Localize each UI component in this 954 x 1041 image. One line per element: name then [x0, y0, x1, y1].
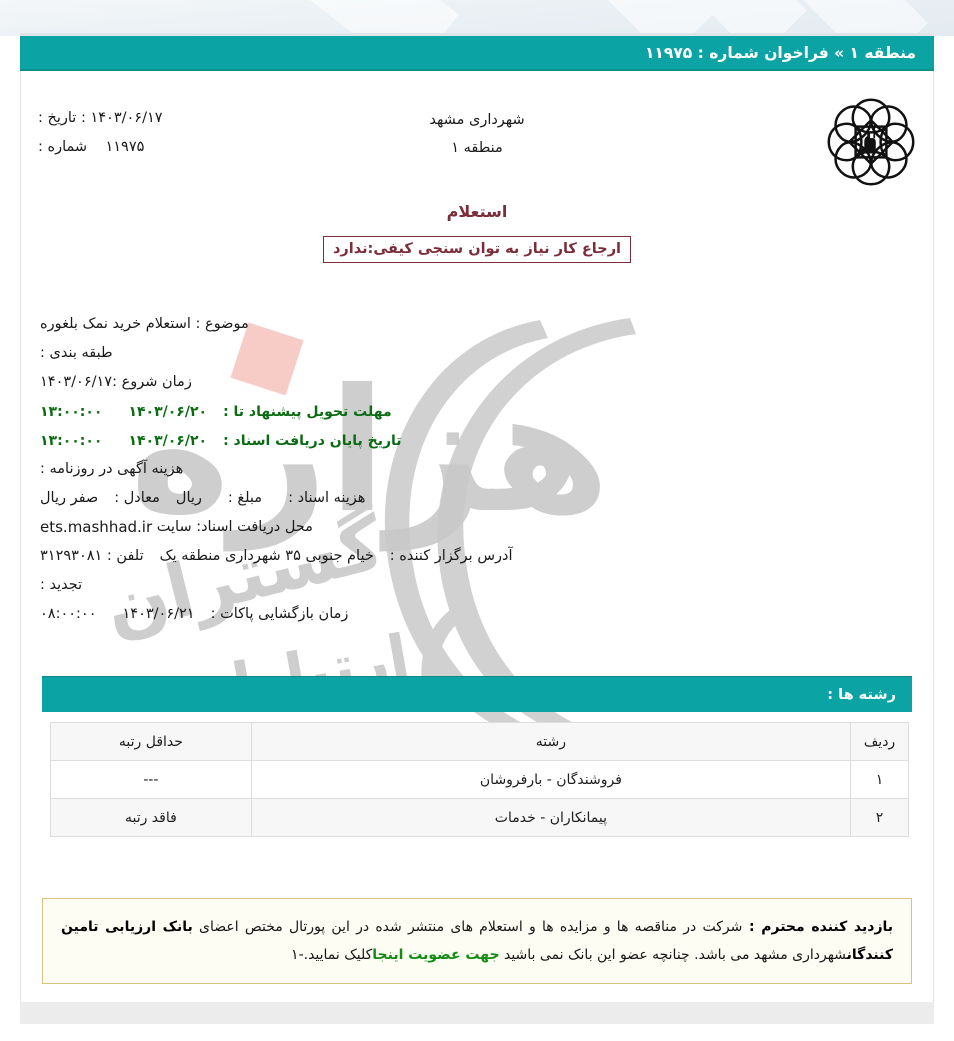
cell-rotbe: فاقد رتبه	[50, 798, 252, 837]
table-header-row: ردیف رشته حداقل رتبه	[50, 722, 909, 761]
detail-renewal: تجدید :	[40, 571, 939, 600]
detail-start-label: زمان شروع :	[112, 374, 192, 391]
detail-equivalent-label: معادل :	[114, 490, 160, 507]
organization-district: منطقه ۱	[451, 140, 503, 157]
column-header-reshte: رشته	[250, 722, 852, 761]
detail-start-time: زمان شروع : ۱۴۰۳/۰۶/۱۷	[40, 368, 939, 397]
document-date-line: ۱۴۰۳/۰۶/۱۷ : تاریخ :	[38, 110, 163, 126]
cell-rotbe: ---	[50, 760, 252, 799]
detail-phone-label: تلفن :	[106, 548, 144, 565]
organization-name: شهرداری مشهد	[429, 112, 525, 128]
notice-body-3: کلیک نمایید.-۱	[291, 947, 373, 963]
organization-header: شهرداری مشهد منطقه ۱ ۱۴۰۳/۰۶/۱۷ : تاریخ …	[20, 86, 934, 191]
detail-envelope-opening-date: ۱۴۰۳/۰۶/۲۱	[122, 606, 195, 623]
document-number-label: شماره :	[38, 139, 88, 155]
fields-table-body: ۱ فروشندگان - بارفروشان --- ۲ پیمانکاران…	[50, 760, 909, 837]
detail-subject-label: موضوع :	[195, 316, 249, 333]
document-date-label: تاریخ :	[38, 110, 77, 126]
detail-docs-location-label: محل دریافت اسناد: سایت	[156, 519, 313, 536]
fields-section-title: رشته ها :	[827, 686, 896, 703]
top-decorative-strip	[0, 0, 954, 36]
breadcrumb-header-bar: منطقه ۱ » فراخوان شماره : ۱۱۹۷۵	[20, 36, 934, 71]
detail-docs-end-date: ۱۴۰۳/۰۶/۲۰	[128, 432, 208, 449]
detail-docs-cost-label: هزینه اسناد :	[288, 490, 366, 507]
detail-newspaper-cost-label: هزینه آگهی در روزنامه :	[40, 461, 184, 478]
detail-organizer-address-value: خیام جنوبی ۳۵ شهرداری منطقه یک	[159, 548, 374, 565]
breadcrumb: منطقه ۱ » فراخوان شماره : ۱۱۹۷۵	[644, 43, 916, 62]
cell-radif: ۲	[850, 798, 909, 837]
classification-box-wrapper: ارجاع کار نیاز به توان سنجی کیفی:ندارد	[0, 236, 954, 264]
visitor-notice-text: بازدید کننده محترم : شرکت در مناقصه ها و…	[61, 913, 893, 969]
organization-name-block: شهرداری مشهد منطقه ۱	[20, 106, 934, 163]
sheet-footer-bar	[20, 1002, 934, 1024]
detail-proposal-deadline-label: مهلت تحویل پیشنهاد تا :	[223, 403, 392, 420]
detail-organizer-address: آدرس برگزار کننده : خیام جنوبی ۳۵ شهردار…	[40, 542, 939, 571]
detail-newspaper-cost: هزینه آگهی در روزنامه :	[40, 455, 939, 484]
notice-body-2: شهرداری مشهد می باشد. چنانچه عضو این بان…	[499, 947, 847, 963]
detail-docs-end: تاریخ پایان دریافت اسناد : ۱۴۰۳/۰۶/۲۰ ۱۳…	[40, 426, 939, 455]
fields-table: ردیف رشته حداقل رتبه ۱ فروشندگان - بارفر…	[50, 722, 909, 837]
detail-docs-location-value: ets.mashhad.ir	[40, 518, 153, 536]
column-header-rotbe: حداقل رتبه	[50, 722, 252, 761]
detail-category: طبقه بندی :	[40, 339, 939, 368]
table-row: ۱ فروشندگان - بارفروشان ---	[50, 760, 909, 799]
strip-divider	[20, 33, 934, 36]
detail-amount-label: مبلغ :	[227, 490, 263, 507]
detail-envelope-opening-label: زمان بازگشایی پاکات :	[210, 606, 349, 623]
strip-shape-4	[792, 0, 928, 36]
detail-proposal-deadline-date: ۱۴۰۳/۰۶/۲۰	[128, 403, 208, 420]
detail-docs-end-label: تاریخ پایان دریافت اسناد :	[223, 432, 402, 449]
document-date-value: ۱۴۰۳/۰۶/۱۷	[90, 110, 163, 126]
detail-docs-cost: هزینه اسناد : مبلغ : ریال معادل : صفر ری…	[40, 484, 939, 513]
detail-proposal-deadline: مهلت تحویل پیشنهاد تا : ۱۴۰۳/۰۶/۲۰ ۱۳:۰۰…	[40, 397, 939, 426]
fields-section-header: رشته ها :	[42, 676, 912, 712]
visitor-notice-box: بازدید کننده محترم : شرکت در مناقصه ها و…	[42, 898, 912, 984]
detail-category-label: طبقه بندی :	[40, 345, 113, 362]
document-number-line: ۱۱۹۷۵ شماره :	[38, 133, 163, 162]
cell-radif: ۱	[850, 760, 909, 799]
cell-reshte: فروشندگان - بارفروشان	[250, 760, 852, 799]
notice-body-1: شرکت در مناقصه ها و مزایده ها و استعلام …	[192, 919, 743, 935]
detail-docs-location: محل دریافت اسناد: سایت ets.mashhad.ir	[40, 513, 939, 542]
detail-docs-end-time: ۱۳:۰۰:۰۰	[40, 432, 103, 449]
page-title: استعلام	[0, 202, 954, 221]
cell-reshte: پیمانکاران - خدمات	[250, 798, 852, 837]
mashhad-municipality-logo-icon	[827, 98, 915, 186]
detail-start-value: ۱۴۰۳/۰۶/۱۷	[40, 374, 113, 391]
page-title-text: استعلام	[446, 202, 508, 221]
detail-subject-value: استعلام خرید نمک بلغوره	[40, 316, 191, 333]
document-number-value: ۱۱۹۷۵	[105, 139, 145, 155]
detail-equivalent-value: صفر ریال	[40, 490, 99, 507]
fields-table-head: ردیف رشته حداقل رتبه	[50, 722, 909, 761]
notice-greeting: بازدید کننده محترم :	[742, 919, 894, 935]
detail-phone-value: ۳۱۲۹۳۰۸۱	[40, 548, 103, 565]
strip-shape-2	[605, 0, 713, 36]
qualification-requirement-box: ارجاع کار نیاز به توان سنجی کیفی:ندارد	[322, 236, 632, 264]
detail-renewal-label: تجدید :	[40, 577, 83, 594]
detail-rial-label: ریال	[175, 490, 202, 507]
details-list: موضوع : استعلام خرید نمک بلغوره طبقه بند…	[40, 310, 939, 629]
detail-proposal-deadline-time: ۱۳:۰۰:۰۰	[40, 403, 103, 420]
detail-organizer-address-label: آدرس برگزار کننده :	[389, 548, 513, 565]
detail-envelope-opening-time: ۰۸:۰۰:۰۰	[40, 606, 97, 623]
detail-envelope-opening: زمان بازگشایی پاکات : ۱۴۰۳/۰۶/۲۱ ۰۸:۰۰:۰…	[40, 600, 939, 629]
notice-bank-name: بانک ارزیابی تامین کنندگان	[61, 919, 893, 963]
column-header-radif: ردیف	[850, 722, 909, 761]
membership-link[interactable]: جهت عضویت اینجا	[372, 947, 500, 963]
document-meta-block: ۱۴۰۳/۰۶/۱۷ : تاریخ : ۱۱۹۷۵ شماره :	[38, 104, 163, 162]
table-row: ۲ پیمانکاران - خدمات فاقد رتبه	[50, 798, 909, 837]
fields-table-wrapper: ردیف رشته حداقل رتبه ۱ فروشندگان - بارفر…	[50, 722, 909, 837]
detail-subject: موضوع : استعلام خرید نمک بلغوره	[40, 310, 939, 339]
strip-shape-1	[291, 0, 459, 36]
